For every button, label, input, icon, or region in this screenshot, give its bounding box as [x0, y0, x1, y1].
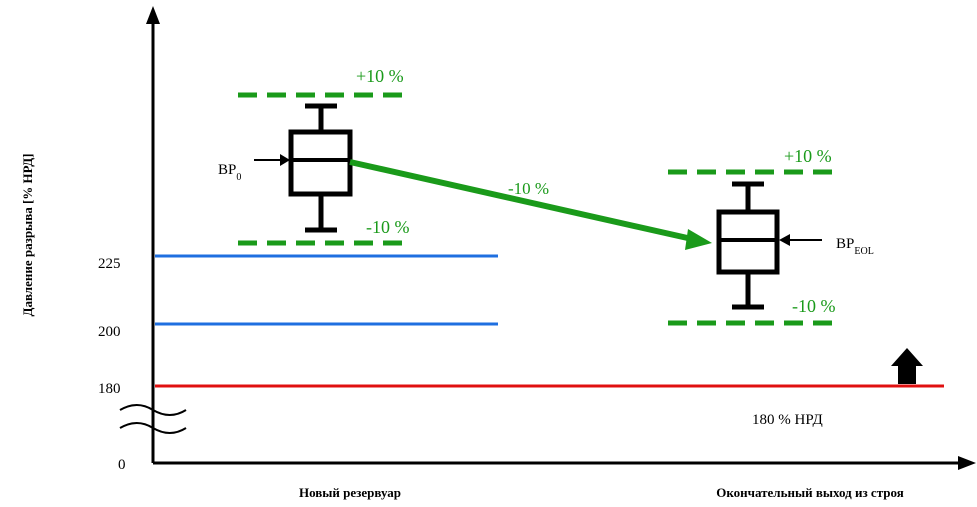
band-upper-label-new: +10 %: [356, 66, 404, 86]
trend-line: [349, 159, 693, 242]
x-category-new-tank: Новый резервуар: [299, 485, 401, 500]
trend-label: -10 %: [508, 179, 549, 198]
bpeol-pointer-arrow-icon: [779, 234, 790, 246]
y-axis-label: Давление разрыва [% НРД]: [20, 154, 35, 317]
band-lower-label-new: -10 %: [366, 217, 410, 237]
axis-break-icon: [119, 404, 187, 434]
trend-arrow: -10 %: [349, 159, 712, 250]
x-axis-arrow-icon: [958, 456, 976, 470]
trend-arrow-head-icon: [685, 229, 712, 250]
band-upper-label-eol: +10 %: [784, 146, 832, 166]
bp0-pointer-arrow-icon: [280, 154, 290, 166]
y-tick-225: 225: [98, 256, 121, 272]
x-category-end-of-life: Окончательный выход из строя: [716, 485, 904, 500]
y-axis-arrow-icon: [146, 6, 160, 24]
bpeol-label: BPEOL: [836, 236, 874, 257]
box-end-of-life: +10 % -10 % BPEOL: [668, 146, 874, 326]
band-lower-label-eol: -10 %: [792, 296, 836, 316]
y-tick-180: 180: [98, 381, 121, 397]
box-new-tank: +10 % -10 % BP0: [218, 66, 412, 246]
box-new-body: [288, 129, 353, 197]
y-tick-200: 200: [98, 324, 121, 340]
bp0-label: BP0: [218, 162, 241, 183]
up-arrow-icon: [891, 348, 923, 384]
reference-line-180-label: 180 % НРД: [752, 412, 823, 428]
y-tick-0: 0: [118, 457, 126, 473]
